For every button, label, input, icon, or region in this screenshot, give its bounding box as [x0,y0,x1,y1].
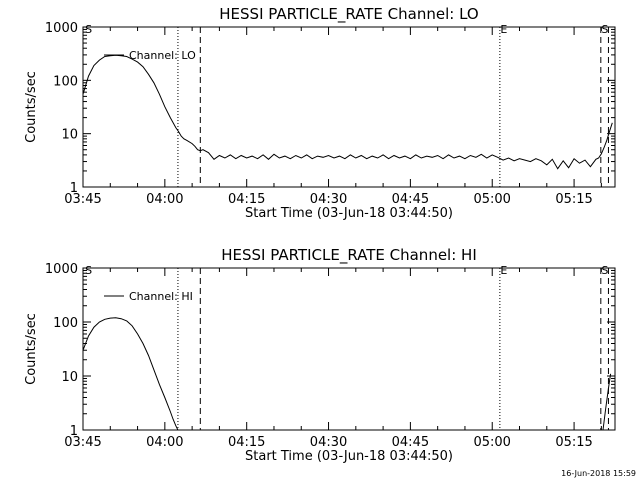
chart-title: HESSI PARTICLE_RATE Channel: HI [221,246,477,265]
x-tick-label: 05:15 [555,192,592,207]
x-tick-label: 03:45 [64,435,101,450]
series-line [82,54,613,170]
x-tick-label: 05:00 [473,192,510,207]
timestamp-label: 16-Jun-2018 15:59 [561,469,636,478]
plot-frame [82,26,616,188]
x-axis-label: Start Time (03-Jun-18 03:44:50) [245,449,453,464]
series-line [82,317,612,431]
x-tick-label: 05:00 [473,435,510,450]
panel-lo: HESSI PARTICLE_RATE Channel: LO 03:45 04:0… [24,5,616,221]
y-tick-label: 1 [70,424,78,439]
x-tick-label: 04:15 [228,192,265,207]
marker-label: E [500,23,507,36]
x-tick-label: 04:45 [392,435,429,450]
panel-hi: HESSI PARTICLE_RATE Channel: HI 03:45 04:0… [24,246,616,464]
x-tick-label: 04:00 [146,192,183,207]
x-tick-label: 05:15 [555,435,592,450]
x-tick-label: 04:00 [146,435,183,450]
marker-label: S [85,23,92,36]
x-tick-label: 04:45 [392,192,429,207]
x-tick-label: 04:15 [228,435,265,450]
y-axis-label: Counts/sec [24,313,39,385]
marker-label: S [601,264,608,277]
x-axis-label: Start Time (03-Jun-18 03:44:50) [245,206,453,221]
y-tick-label: 1000 [45,262,78,277]
x-tick-label: 04:30 [310,192,347,207]
marker-label: S [85,264,92,277]
x-tick-label: 03:45 [64,192,101,207]
y-tick-label: 1 [70,181,78,196]
legend-label: Channel: LO [129,49,196,62]
chart-title: HESSI PARTICLE_RATE Channel: LO [219,5,478,24]
y-tick-label: 100 [53,316,78,331]
y-tick-label: 100 [53,74,78,89]
y-tick-label: 10 [61,370,78,385]
marker-label: S [601,23,608,36]
y-tick-label: 10 [61,128,78,143]
y-axis-label: Counts/sec [24,71,39,143]
legend-label: Channel: HI [129,290,193,303]
y-tick-label: 1000 [45,21,78,36]
x-tick-label: 04:30 [310,435,347,450]
marker-label: E [500,264,507,277]
